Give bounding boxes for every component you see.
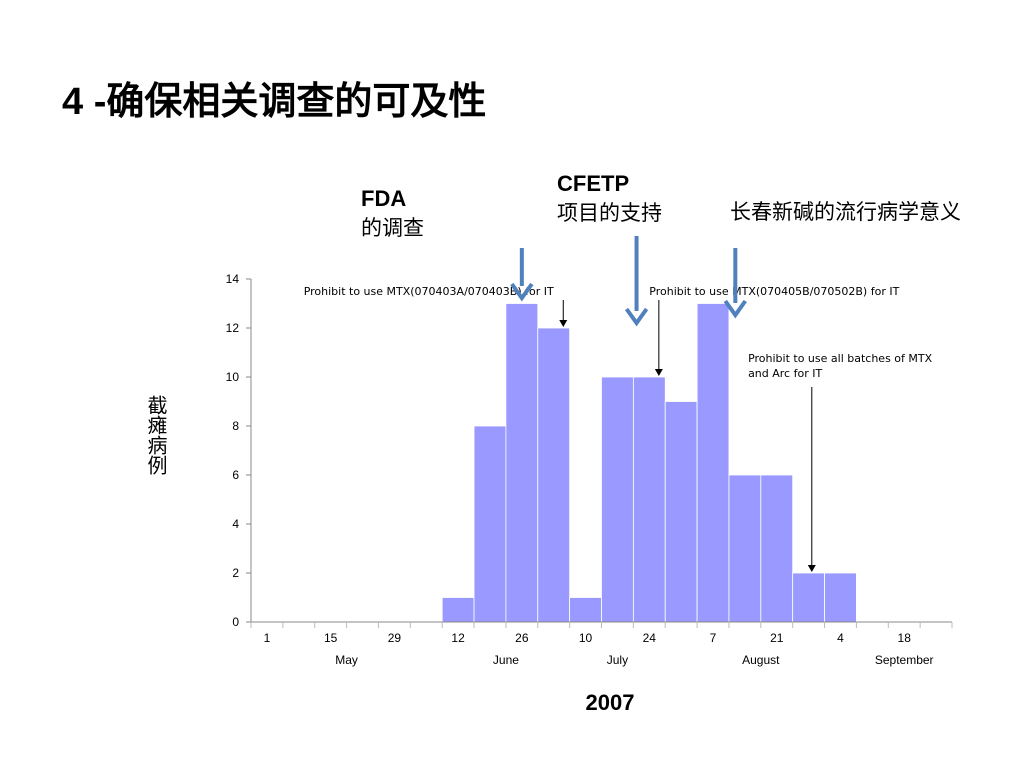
epidemiology-callout: 长春新碱的流行病学意义 [730,201,961,224]
histogram-bar [664,401,698,623]
y-tick-label: 12 [226,321,240,335]
x-tick-label: 21 [770,631,784,645]
x-tick-label: 10 [579,631,593,645]
annotation-3-line-2: and Arc for IT [748,367,822,380]
histogram-bar [441,597,475,623]
y-axis-label: 截瘫病例 [144,395,166,475]
slide-title: 4 -确保相关调查的可及性 [62,81,487,123]
fda-callout-sub: 的调查 [361,217,424,240]
fda-callout: FDA 的调查 [361,186,424,242]
histogram-bar [505,303,539,623]
month-label: June [493,653,519,667]
x-tick-label: 26 [515,631,529,645]
fda-arrow-head [510,282,534,302]
x-tick-label: 24 [643,631,657,645]
cfetp-arrow-head [624,307,649,327]
month-label: July [607,653,628,667]
annotation-1-pointer-head [559,320,568,327]
y-tick-label: 0 [232,615,239,629]
cfetp-callout-sub: 项目的支持 [557,202,662,225]
histogram-bar [696,303,730,623]
y-tick-label: 6 [232,468,239,482]
fda-callout-head: FDA [361,186,407,211]
histogram-bar [824,572,857,623]
histogram-bar [728,474,762,623]
y-tick-label: 8 [232,419,239,433]
cfetp-callout-head: CFETP [557,171,630,196]
x-tick-label: 15 [324,631,338,645]
x-tick-label: 7 [710,631,717,645]
x-tick-label: 1 [264,631,271,645]
histogram-bar [569,597,602,623]
month-label: May [335,653,358,667]
histogram-bar [537,327,571,623]
histogram-bar [601,376,634,623]
x-tick-label: 12 [451,631,465,645]
cfetp-callout: CFETP 项目的支持 [557,171,662,227]
x-axis-year-label: 2007 [585,690,635,715]
y-tick-label: 2 [232,566,239,580]
x-tick-label: 29 [388,631,402,645]
month-label: September [875,653,934,667]
y-tick-label: 14 [226,272,240,286]
histogram-bar [792,572,825,623]
histogram-bar [473,425,507,623]
annotation-3-line-1: Prohibit to use all batches of MTX [748,352,933,365]
epidemiology-arrow-head [723,299,747,319]
x-tick-label: 4 [837,631,844,645]
annotation-2: Prohibit to use MTX(070405B/070502B) for… [649,285,899,298]
annotation-2-pointer-head [654,369,663,376]
y-tick-label: 4 [232,517,239,531]
histogram-bar [760,474,794,623]
month-label: August [742,653,780,667]
annotation-1: Prohibit to use MTX(070403A/070403B) for… [304,285,554,298]
annotation-3-pointer-head [807,565,816,572]
histogram-bar [632,376,666,623]
x-tick-label: 18 [898,631,912,645]
y-tick-label: 10 [226,370,240,384]
